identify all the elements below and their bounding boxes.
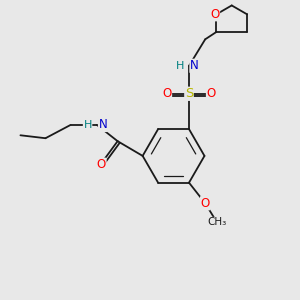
- Text: O: O: [97, 158, 106, 171]
- Text: N: N: [98, 118, 107, 131]
- Text: H: H: [83, 120, 92, 130]
- Text: O: O: [206, 87, 216, 100]
- Text: S: S: [185, 87, 193, 100]
- Text: O: O: [210, 8, 220, 21]
- Text: O: O: [162, 87, 172, 100]
- Text: H: H: [176, 61, 184, 71]
- Text: O: O: [201, 197, 210, 210]
- Text: CH₃: CH₃: [207, 218, 226, 227]
- Text: N: N: [190, 59, 199, 72]
